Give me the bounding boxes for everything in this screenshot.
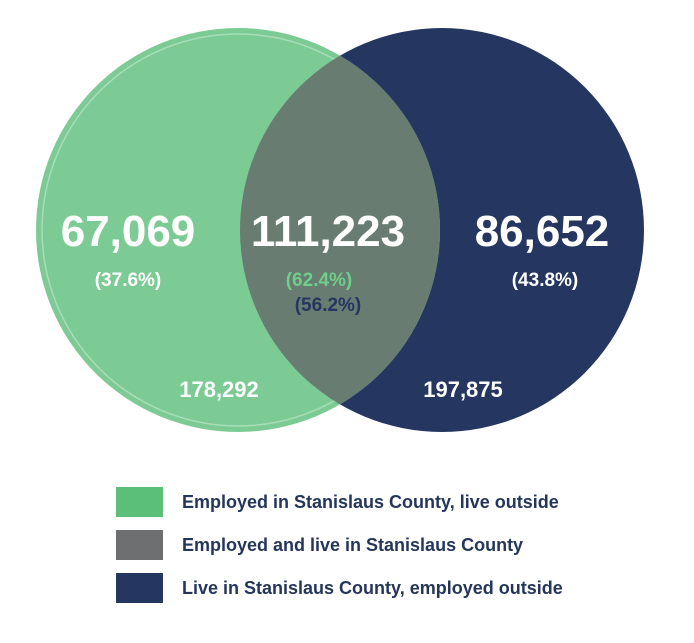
left-total: 178,292 (179, 377, 259, 402)
left-percent: (37.6%) (95, 270, 162, 291)
venn-diagram: 67,069 (37.6%) 178,292 111,223 (62.4%) (… (36, 28, 644, 432)
legend-label: Employed in Stanislaus County, live outs… (182, 491, 559, 512)
legend-label: Employed and live in Stanislaus County (182, 534, 524, 555)
legend: Employed in Stanislaus County, live outs… (116, 486, 563, 615)
right-percent: (43.8%) (512, 270, 579, 291)
legend-item-employed-and-live-in: Employed and live in Stanislaus County (116, 529, 563, 561)
legend-item-employed-in-live-outside: Employed in Stanislaus County, live outs… (116, 486, 563, 518)
legend-swatch-navy (116, 573, 163, 603)
legend-label: Live in Stanislaus County, employed outs… (182, 577, 563, 598)
overlap-percent-navy: (56.2%) (295, 295, 362, 316)
left-value: 67,069 (61, 207, 196, 256)
overlap-value: 111,223 (251, 207, 405, 256)
right-total: 197,875 (423, 377, 503, 402)
overlap-region (240, 28, 440, 432)
right-value: 86,652 (475, 207, 610, 256)
legend-swatch-green (116, 487, 163, 517)
legend-swatch-gray (116, 530, 163, 560)
legend-item-live-in-employed-outside: Live in Stanislaus County, employed outs… (116, 572, 563, 604)
overlap-percent-green: (62.4%) (286, 270, 353, 291)
